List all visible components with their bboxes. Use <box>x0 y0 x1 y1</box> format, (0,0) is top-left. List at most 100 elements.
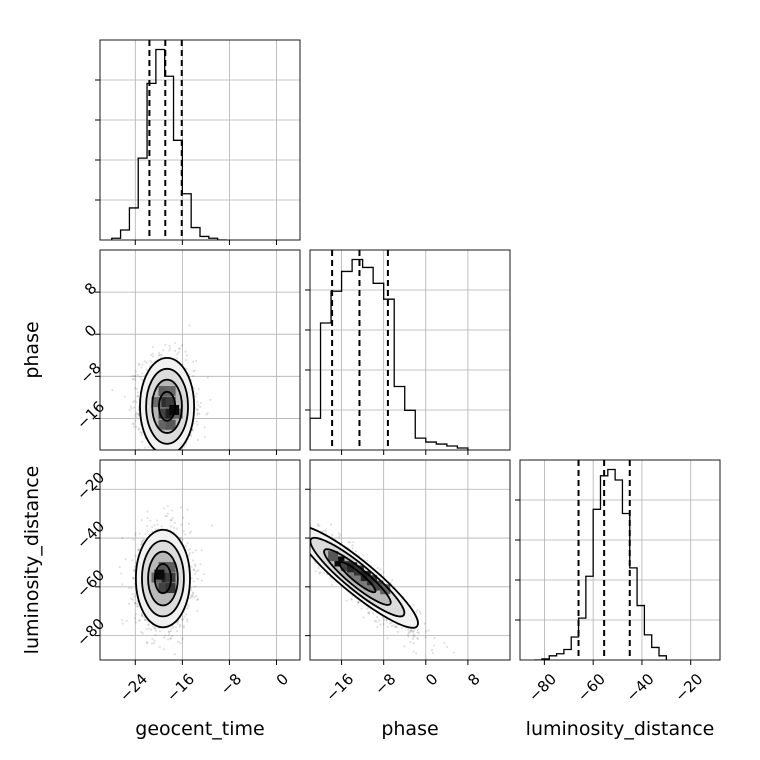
sample-point <box>192 360 195 363</box>
sample-point <box>192 568 195 571</box>
sample-point <box>386 625 389 628</box>
sample-point <box>174 626 177 629</box>
sample-point <box>134 621 138 624</box>
sample-point <box>134 617 137 620</box>
density-cell <box>165 562 176 573</box>
sample-point <box>443 641 446 645</box>
contour-line <box>338 560 377 594</box>
sample-point <box>136 395 140 398</box>
sample-point <box>407 632 410 636</box>
sample-point <box>141 440 144 444</box>
sample-point <box>145 368 149 371</box>
sample-point <box>145 361 148 364</box>
sample-point <box>284 520 286 522</box>
sample-point <box>171 626 175 629</box>
sample-point <box>296 530 298 532</box>
sample-point <box>200 579 203 582</box>
sample-point <box>423 622 426 625</box>
sample-point <box>158 645 161 648</box>
sample-point <box>337 532 341 535</box>
sample-point <box>304 551 306 553</box>
sample-point <box>139 431 142 434</box>
sample-point <box>162 349 165 352</box>
sample-point <box>305 526 307 528</box>
sample-point <box>169 347 172 350</box>
sample-point <box>289 522 291 524</box>
contour-line <box>310 525 419 629</box>
sample-point <box>376 625 379 628</box>
sample-point <box>132 576 135 579</box>
sample-point <box>192 374 195 378</box>
sample-point <box>389 581 392 584</box>
sample-point <box>190 565 193 568</box>
sample-point <box>306 527 308 529</box>
sample-point <box>194 564 197 567</box>
sample-point <box>127 587 130 590</box>
x-tick-label: −24 <box>116 670 151 705</box>
sample-point <box>394 625 397 629</box>
sample-point <box>407 635 410 638</box>
y-tick-label: −60 <box>73 566 108 601</box>
sample-point <box>192 580 195 583</box>
sample-point <box>191 592 194 595</box>
sample-point <box>170 462 172 464</box>
sample-point <box>297 534 299 536</box>
sample-point <box>377 619 381 622</box>
sample-point <box>412 603 415 607</box>
sample-point <box>170 525 173 528</box>
sample-point <box>132 406 136 409</box>
sample-point <box>196 423 199 426</box>
density-cell <box>158 408 169 419</box>
x-tick-label: −8 <box>217 670 245 698</box>
sample-point <box>136 413 140 416</box>
sample-point <box>131 423 135 426</box>
sample-point <box>206 376 209 379</box>
sample-point <box>188 551 191 555</box>
sample-point <box>198 412 201 416</box>
sample-point <box>185 358 188 362</box>
density-cell <box>151 397 162 408</box>
sample-point <box>134 419 137 422</box>
sample-point <box>168 637 172 640</box>
sample-point <box>176 622 179 626</box>
sample-point <box>277 523 279 525</box>
sample-point <box>151 526 154 529</box>
sample-point <box>190 594 193 597</box>
sample-point <box>279 533 281 535</box>
sample-point <box>203 436 206 439</box>
sample-point <box>185 452 187 454</box>
sample-point <box>165 515 168 518</box>
sample-point <box>338 535 341 539</box>
x-tick-label: 0 <box>422 670 441 689</box>
sample-point <box>111 388 114 392</box>
sample-point <box>166 472 168 474</box>
sample-point <box>181 617 185 621</box>
sample-point <box>409 629 413 632</box>
sample-point <box>184 661 186 663</box>
sample-point <box>179 536 182 539</box>
contour-line <box>145 367 189 445</box>
sample-point <box>250 504 252 506</box>
sample-point <box>138 363 141 366</box>
sample-point <box>395 625 398 628</box>
sample-point <box>135 613 138 616</box>
sample-point <box>132 377 135 380</box>
sample-point <box>137 362 140 365</box>
sample-point <box>183 456 185 458</box>
sample-point <box>140 378 143 381</box>
sample-point <box>134 601 137 605</box>
sample-point <box>146 524 149 527</box>
sample-point <box>293 513 295 515</box>
sample-point <box>188 548 192 551</box>
sample-point <box>195 392 199 395</box>
sample-point <box>301 517 303 519</box>
contour-line <box>134 528 191 629</box>
sample-point <box>419 612 422 615</box>
sample-point <box>288 525 290 527</box>
sample-point <box>158 352 161 355</box>
x-axis-title-luminosity_distance: luminosity_distance <box>526 718 715 740</box>
sample-point <box>293 533 295 535</box>
density-cell <box>328 551 339 562</box>
panel-geocent_time-vs-luminosity_distance <box>100 460 300 663</box>
